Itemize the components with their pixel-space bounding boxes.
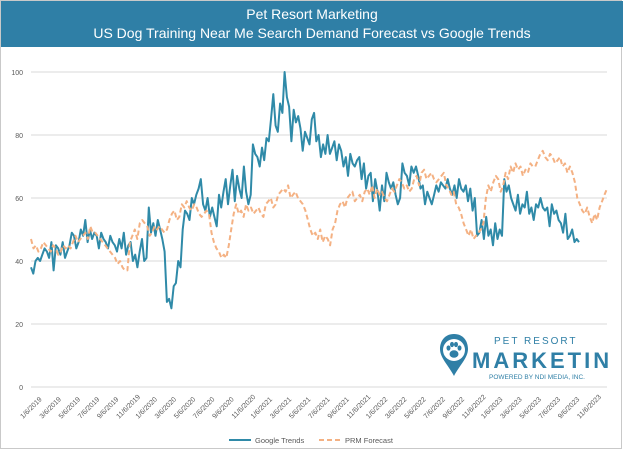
x-tick-label: 11/6/2023 <box>576 394 603 421</box>
logo-graphic: PET RESORT MARKETING POWERED BY NDI MEDI… <box>440 334 609 381</box>
chart-subtitle: US Dog Training Near Me Search Demand Fo… <box>93 25 531 41</box>
y-tick-label: 0 <box>19 385 23 392</box>
logo-main-text: MARKETING <box>472 348 609 373</box>
y-tick-label: 100 <box>11 70 23 77</box>
y-tick-label: 80 <box>15 133 23 140</box>
logo-tagline: POWERED BY NDI MEDIA, INC. <box>489 374 585 381</box>
legend-label: PRM Forecast <box>345 436 394 445</box>
series-line-google-trends <box>30 71 580 310</box>
legend-label: Google Trends <box>255 436 304 445</box>
series-line-prm-forecast <box>30 149 608 272</box>
y-tick-label: 60 <box>15 196 23 203</box>
y-tick-label: 20 <box>15 322 23 329</box>
logo-top-text: PET RESORT <box>494 336 578 347</box>
chart-header: Pet Resort Marketing US Dog Training Nea… <box>1 1 623 47</box>
y-tick-label: 40 <box>15 259 23 266</box>
chart-title: Pet Resort Marketing <box>246 6 378 22</box>
pet-resort-marketing-logo: PET RESORT MARKETING POWERED BY NDI MEDI… <box>439 332 609 388</box>
map-pin-paw-icon <box>440 334 468 376</box>
